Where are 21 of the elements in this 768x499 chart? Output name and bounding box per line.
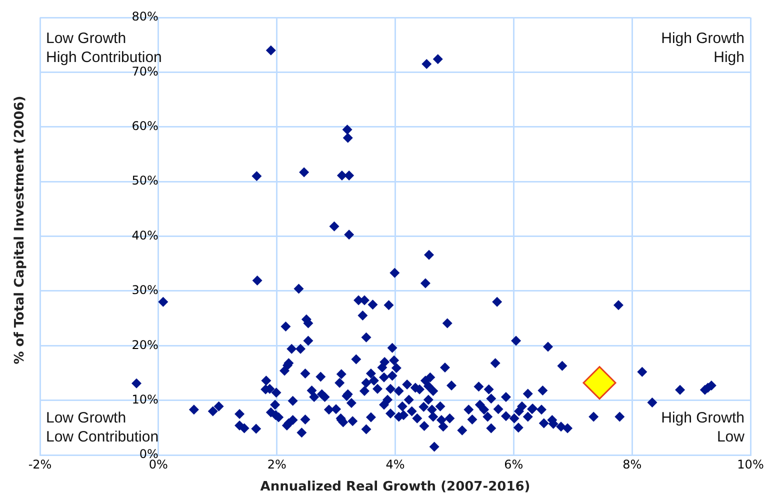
y-tick-label: 20% [132, 338, 158, 352]
y-tick-label: 80% [132, 10, 158, 24]
annotation: Low Growth Low Contribution [46, 410, 159, 446]
annotation: Low Growth High Contribution [46, 30, 162, 66]
x-tick-label: 10% [737, 457, 764, 472]
x-tick-label: 6% [504, 457, 524, 472]
annotation: High Growth High [661, 30, 744, 66]
x-tick-label: -2% [28, 457, 52, 472]
x-tick-label: 0% [148, 457, 168, 472]
y-tick-label: 30% [132, 283, 158, 298]
y-axis-title: % of Total Capital Investment (2006) [12, 96, 28, 364]
y-tick-label: 50% [132, 174, 158, 188]
y-tick-label: 70% [132, 64, 158, 78]
y-tick-label: 40% [132, 228, 158, 242]
x-axis-title: Annualized Real Growth (2007-2016) [260, 480, 530, 495]
x-tick-label: 8% [622, 457, 642, 472]
y-tick-label: 10% [132, 392, 158, 406]
x-tick-label: 2% [267, 457, 286, 472]
annotation: High Growth Low [661, 410, 745, 446]
y-tick-label: 60% [132, 119, 158, 133]
x-tick-label: 4% [386, 457, 405, 472]
